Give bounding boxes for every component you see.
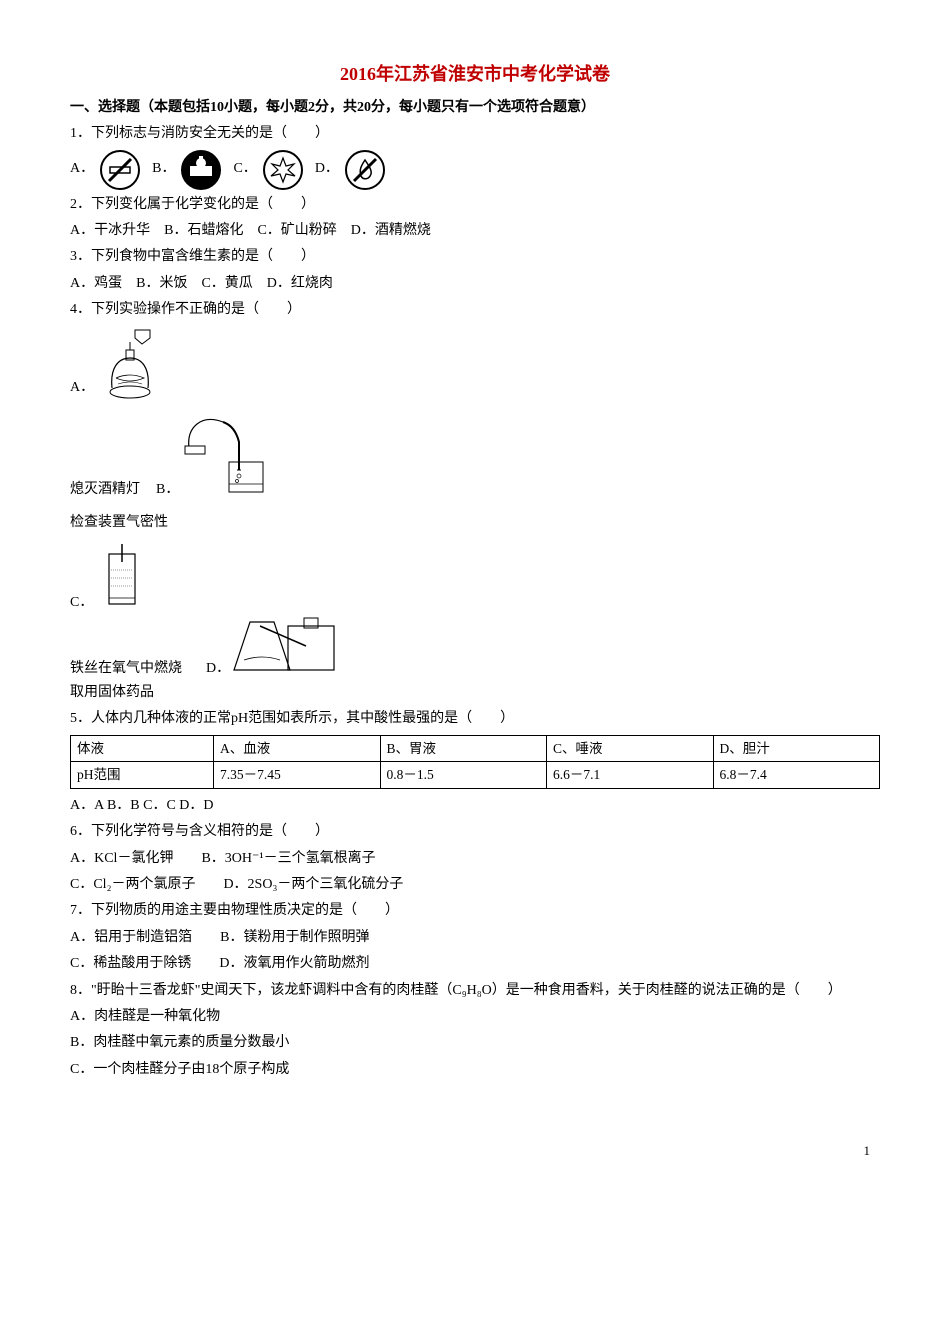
q6-line2: C．Cl₂－两个氯原子 D．2SO₃－两个三氧化硫分子 <box>70 874 880 896</box>
page-number: 1 <box>70 1141 880 1162</box>
no-fire-icon <box>345 150 385 190</box>
no-smoking-icon <box>100 150 140 190</box>
q5-table: 体液 A、血液 B、胃液 C、唾液 D、胆汁 pH范围 7.35－7.45 0.… <box>70 735 880 789</box>
q4-C-caption: 铁丝在氧气中燃烧 <box>70 658 182 680</box>
exam-title: 2016年江苏省淮安市中考化学试卷 <box>70 60 880 89</box>
q1-options: A． B． C． D． <box>70 150 880 190</box>
solid-reagent-icon <box>230 616 340 680</box>
q4-C-label: C． <box>70 592 93 614</box>
q5-cell-1: 0.8－1.5 <box>380 762 547 789</box>
q8-B: B．肉桂醛中氧元素的质量分数最小 <box>70 1032 880 1054</box>
table-row: 体液 A、血液 B、胃液 C、唾液 D、胆汁 <box>71 735 880 762</box>
alcohol-lamp-icon <box>100 328 160 400</box>
q6-stem: 6．下列化学符号与含义相符的是（ ） <box>70 821 880 843</box>
explosive-icon <box>263 150 303 190</box>
q1-B-label: B． <box>152 158 175 180</box>
q1-C-label: C． <box>233 158 256 180</box>
q7-line1: A．铝用于制造铝箔 B．镁粉用于制作照明弹 <box>70 927 880 949</box>
iron-burn-icon <box>99 542 145 614</box>
q5-th-2: B、胃液 <box>380 735 547 762</box>
q3-options: A．鸡蛋 B．米饭 C．黄瓜 D．红烧肉 <box>70 273 880 295</box>
q5-th-1: A、血液 <box>214 735 381 762</box>
q4-B-caption: 检查装置气密性 <box>70 512 880 534</box>
q8-C: C．一个肉桂醛分子由18个原子构成 <box>70 1059 880 1081</box>
q3-stem: 3．下列食物中富含维生素的是（ ） <box>70 246 880 268</box>
q5-stem: 5．人体内几种体液的正常pH范围如表所示，其中酸性最强的是（ ） <box>70 708 880 730</box>
q7-stem: 7．下列物质的用途主要由物理性质决定的是（ ） <box>70 900 880 922</box>
q4-A-block: A． <box>70 328 880 400</box>
table-row: pH范围 7.35－7.45 0.8－1.5 6.6－7.1 6.8－7.4 <box>71 762 880 789</box>
q4-A-caption: 熄灭酒精灯 <box>70 479 140 501</box>
q1-D-label: D． <box>315 158 339 180</box>
q1-stem: 1．下列标志与消防安全无关的是（ ） <box>70 123 880 145</box>
q5-cell-2: 6.6－7.1 <box>547 762 714 789</box>
q4-B-label: B． <box>156 479 179 501</box>
airtight-check-icon <box>179 402 269 502</box>
q1-A-label: A． <box>70 158 94 180</box>
q4-C-caption-row: 铁丝在氧气中燃烧 D． <box>70 616 880 680</box>
q5-th-0: 体液 <box>71 735 214 762</box>
q4-A-label: A． <box>70 377 94 399</box>
q4-C-block: C． <box>70 542 880 614</box>
q4-D-caption: 取用固体药品 <box>70 682 880 704</box>
q6-line1: A．KCl－氯化钾 B．3OH⁻¹－三个氢氧根离子 <box>70 848 880 870</box>
q5-options: A．A B．B C．C D．D <box>70 795 880 817</box>
q8-A: A．肉桂醛是一种氧化物 <box>70 1006 880 1028</box>
q2-stem: 2．下列变化属于化学变化的是（ ） <box>70 194 880 216</box>
q5-cell-3: 6.8－7.4 <box>713 762 880 789</box>
q4-stem: 4．下列实验操作不正确的是（ ） <box>70 299 880 321</box>
q4-A-caption-row: 熄灭酒精灯 B． <box>70 402 880 502</box>
q4-D-label: D． <box>206 658 230 680</box>
fire-hydrant-icon <box>181 150 221 190</box>
q2-options: A．干冰升华 B．石蜡熔化 C．矿山粉碎 D．酒精燃烧 <box>70 220 880 242</box>
q5-cell-0: 7.35－7.45 <box>214 762 381 789</box>
q7-line2: C．稀盐酸用于除锈 D．液氧用作火箭助燃剂 <box>70 953 880 975</box>
section-1-header: 一、选择题（本题包括10小题，每小题2分，共20分，每小题只有一个选项符合题意） <box>70 97 880 119</box>
q5-th-3: C、唾液 <box>547 735 714 762</box>
q5-row-label: pH范围 <box>71 762 214 789</box>
q8-stem: 8．"盱眙十三香龙虾"史闻天下，该龙虾调料中含有的肉桂醛（C₉H₈O）是一种食用… <box>70 980 880 1002</box>
q5-th-4: D、胆汁 <box>713 735 880 762</box>
